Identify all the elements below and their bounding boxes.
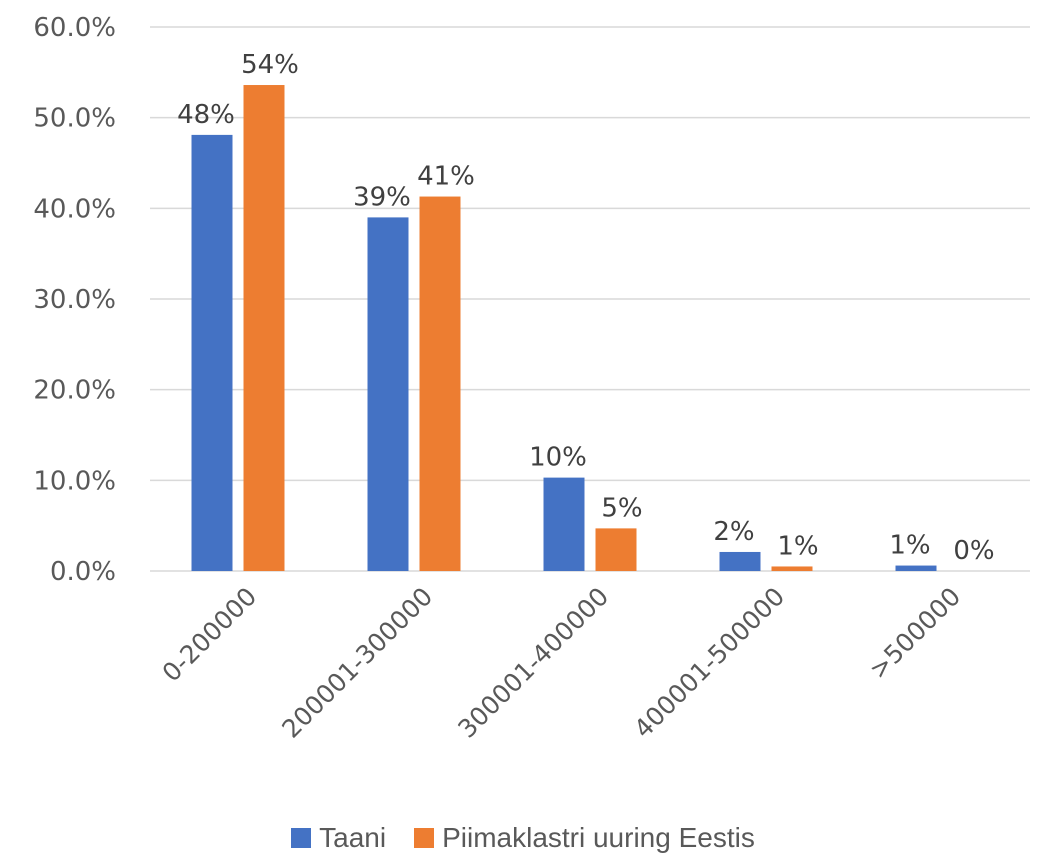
bar-piimaklastri-0 bbox=[243, 85, 285, 571]
x-category-label: 0-200000 bbox=[157, 582, 263, 688]
data-label-taani-0: 48% bbox=[177, 100, 235, 130]
legend-item-piimaklastri: Piimaklastri uuring Eestis bbox=[414, 822, 755, 854]
y-axis-ticks: 0.0% 10.0% 20.0% 30.0% 40.0% 50.0% 60.0% bbox=[33, 13, 116, 587]
y-tick-label: 40.0% bbox=[33, 194, 116, 224]
data-label-piimaklastri-1: 41% bbox=[417, 162, 475, 192]
legend-swatch-piimaklastri bbox=[414, 828, 435, 848]
y-tick-label: 50.0% bbox=[33, 104, 116, 134]
bar-piimaklastri-2 bbox=[595, 528, 637, 571]
y-tick-label: 30.0% bbox=[33, 285, 116, 315]
legend-label-piimaklastri: Piimaklastri uuring Eestis bbox=[442, 822, 755, 853]
gridlines bbox=[150, 26, 1030, 572]
data-label-taani-1: 39% bbox=[353, 182, 411, 212]
bar-chart: 0.0% 10.0% 20.0% 30.0% 40.0% 50.0% 60.0% 48%54… bbox=[33, 13, 1030, 744]
legend-swatch-taani bbox=[291, 828, 312, 848]
data-label-taani-2: 10% bbox=[529, 443, 587, 473]
bar-taani-0 bbox=[191, 134, 233, 572]
bar-piimaklastri-1 bbox=[419, 196, 461, 571]
x-category-label: >500000 bbox=[863, 582, 966, 685]
legend-item-taani: Taani bbox=[291, 822, 386, 854]
bar-taani-3 bbox=[719, 551, 761, 571]
bar-taani-2 bbox=[543, 477, 585, 571]
x-category-label: 200001-300000 bbox=[276, 582, 438, 744]
y-tick-label: 60.0% bbox=[33, 13, 116, 43]
legend: Taani Piimaklastri uuring Eestis bbox=[0, 818, 1046, 858]
data-labels: 48%54% 39%41% 10% 5% 2% 1% 1% 0% bbox=[177, 50, 995, 566]
data-label-piimaklastri-2: 5% bbox=[601, 493, 642, 523]
bars bbox=[191, 85, 937, 572]
y-tick-label: 20.0% bbox=[33, 376, 116, 406]
data-label-piimaklastri-4: 0% bbox=[953, 536, 994, 566]
bar-piimaklastri-3 bbox=[771, 566, 813, 571]
x-category-label: 400001-500000 bbox=[628, 582, 790, 744]
data-label-piimaklastri-3: 1% bbox=[777, 531, 818, 561]
legend-label-taani: Taani bbox=[319, 822, 387, 853]
bar-taani-4 bbox=[895, 565, 937, 571]
y-tick-label: 0.0% bbox=[50, 557, 116, 587]
x-category-label: 300001-400000 bbox=[452, 582, 614, 744]
x-axis-categories: 0-200000 200001-300000 300001-400000 400001… bbox=[157, 582, 967, 744]
data-label-taani-3: 2% bbox=[713, 517, 754, 547]
data-label-piimaklastri-0: 54% bbox=[241, 50, 299, 80]
y-tick-label: 10.0% bbox=[33, 466, 116, 496]
data-label-taani-4: 1% bbox=[889, 531, 930, 561]
bar-taani-1 bbox=[367, 217, 409, 571]
